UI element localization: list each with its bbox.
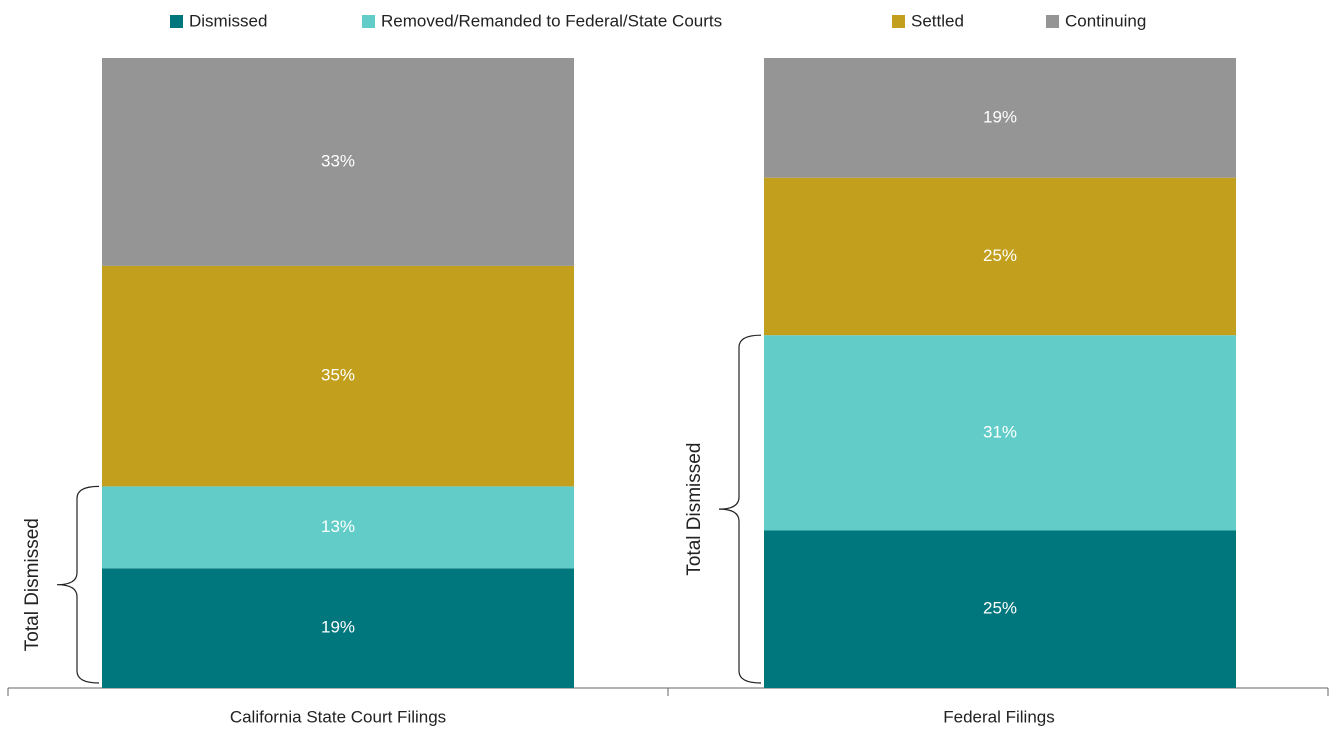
annotation: Total Dismissed bbox=[22, 518, 43, 651]
bar-segment bbox=[102, 265, 574, 487]
x-tick-label: Federal Filings bbox=[943, 707, 1055, 726]
legend-swatch bbox=[1046, 15, 1059, 28]
legend-label: Settled bbox=[911, 11, 964, 30]
bar-segment bbox=[102, 568, 574, 688]
data-label: 19% bbox=[983, 107, 1017, 126]
legend-swatch bbox=[170, 15, 183, 28]
legend-label: Continuing bbox=[1065, 11, 1146, 30]
bar-segment bbox=[102, 58, 574, 266]
bar-segment bbox=[102, 486, 574, 569]
bracket bbox=[718, 334, 762, 684]
data-label: 19% bbox=[321, 618, 355, 637]
bar-segment bbox=[764, 58, 1236, 178]
x-tick-label: California State Court Filings bbox=[230, 707, 446, 726]
data-label: 25% bbox=[983, 246, 1017, 265]
data-label: 31% bbox=[983, 422, 1017, 441]
data-label: 33% bbox=[321, 151, 355, 170]
bracket bbox=[56, 485, 100, 684]
data-label: 25% bbox=[983, 599, 1017, 618]
data-label: 35% bbox=[321, 366, 355, 385]
bar-segment bbox=[764, 177, 1236, 336]
legend-label: Dismissed bbox=[189, 11, 267, 30]
data-label: 13% bbox=[321, 517, 355, 536]
bar-segment bbox=[764, 335, 1236, 531]
bar-segment bbox=[764, 530, 1236, 688]
legend-swatch bbox=[362, 15, 375, 28]
legend-swatch bbox=[892, 15, 905, 28]
legend-label: Removed/Remanded to Federal/State Courts bbox=[381, 11, 722, 30]
annotation: Total Dismissed bbox=[684, 443, 705, 576]
